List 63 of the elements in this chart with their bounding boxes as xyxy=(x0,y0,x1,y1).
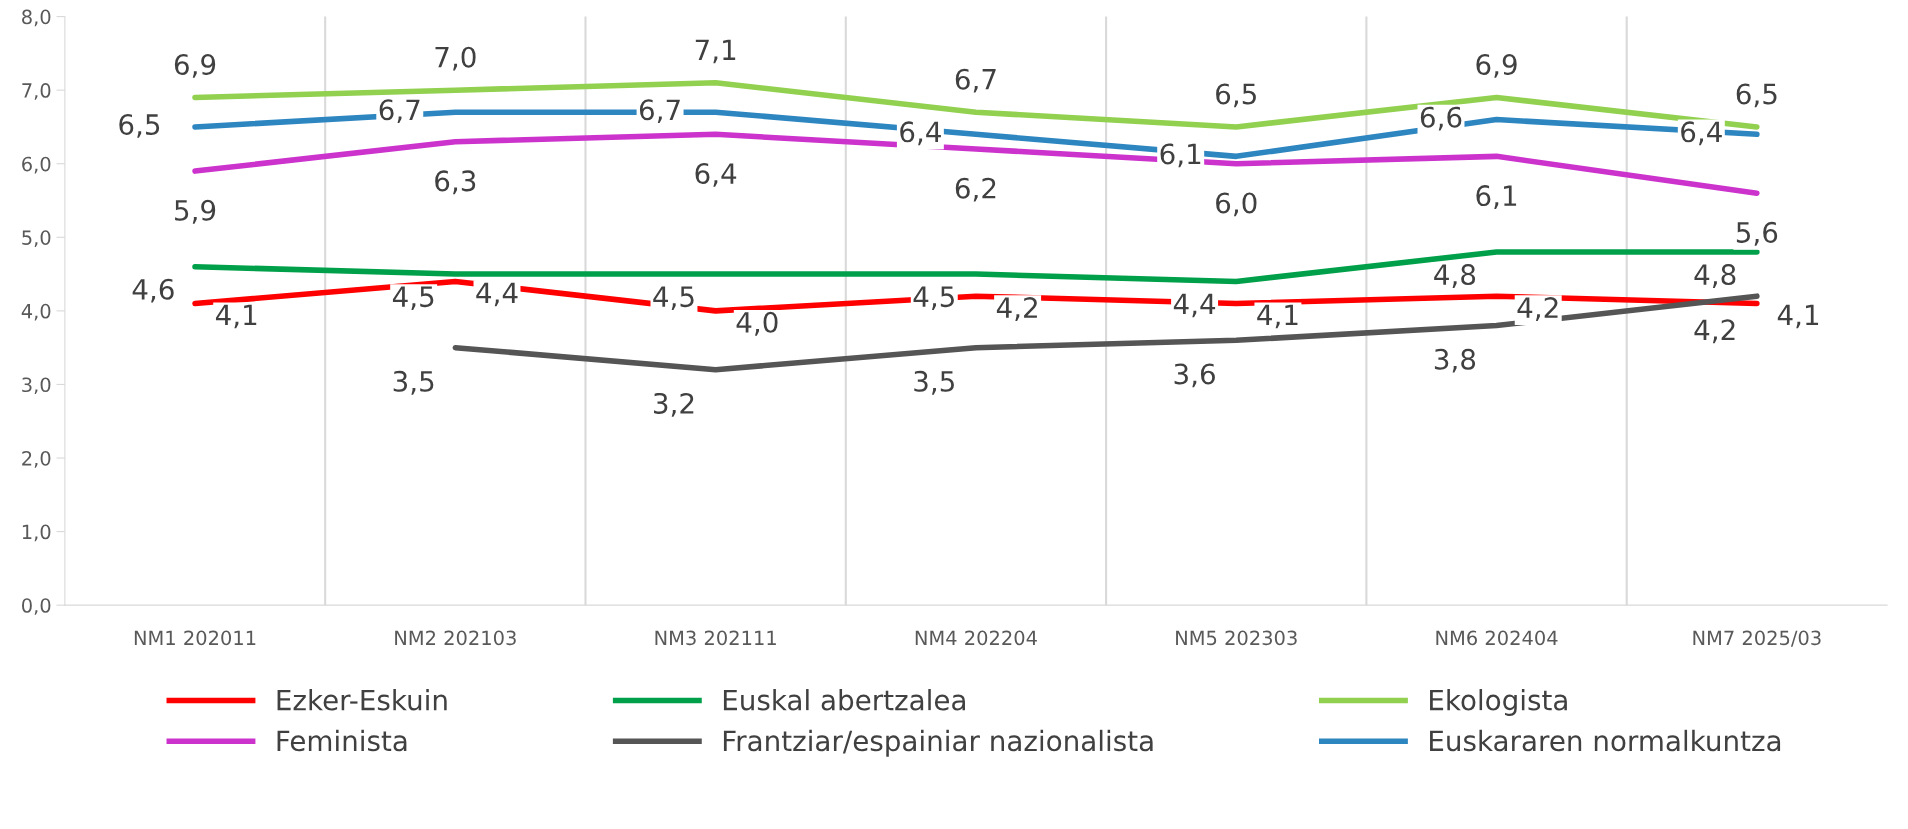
legend-label: Euskal abertzalea xyxy=(723,689,965,711)
data-label: 6,4 xyxy=(695,163,737,187)
data-label: 6,9 xyxy=(1476,54,1517,78)
data-label: 6,7 xyxy=(379,99,420,124)
legend-label: Frantziar/espainiar nazionalista xyxy=(723,729,1153,757)
data-label: 3,6 xyxy=(1174,363,1215,388)
data-label: 4,1 xyxy=(1777,304,1819,329)
data-label: 6,5 xyxy=(119,113,160,138)
data-label: 6,4 xyxy=(1681,121,1722,146)
y-tick-label: 4,0 xyxy=(21,303,51,321)
data-label: 4,4 xyxy=(1173,293,1216,318)
y-tick-label: 5,0 xyxy=(22,230,51,247)
x-tick-label: NM4 202204 xyxy=(915,630,1037,646)
x-tick-label: NM2 202103 xyxy=(395,630,516,646)
data-label: 6,9 xyxy=(174,54,216,78)
data-label: 6,3 xyxy=(435,170,476,195)
data-label: 6,5 xyxy=(1216,83,1256,108)
data-label: 3,2 xyxy=(654,392,694,417)
x-tick-label: NM7 2025/03 xyxy=(1693,630,1821,647)
x-tick-label: NM6 202404 xyxy=(1436,630,1558,646)
data-label: 3,5 xyxy=(914,370,954,395)
legend-label: Ekologista xyxy=(1430,689,1567,716)
data-label: 6,0 xyxy=(1216,192,1257,217)
legend-label: Feminista xyxy=(277,729,407,752)
legend-label: Ezker-Eskuin xyxy=(277,689,447,711)
x-tick-label: NM1 202011 xyxy=(134,630,256,646)
data-label: 6,1 xyxy=(1160,143,1201,168)
y-tick-label: 1,0 xyxy=(22,524,51,542)
data-label: 4,1 xyxy=(215,304,257,329)
y-tick-label: 7,0 xyxy=(22,83,51,100)
data-label: 4,5 xyxy=(913,286,954,310)
data-label: 4,5 xyxy=(653,286,694,310)
x-tick-label: NM5 202303 xyxy=(1176,630,1297,646)
data-label: 4,5 xyxy=(392,286,434,310)
data-label: 4,1 xyxy=(1257,304,1298,329)
data-label: 4,6 xyxy=(132,278,174,303)
y-tick-label: 8,0 xyxy=(22,9,51,27)
data-label: 6,6 xyxy=(1420,106,1462,131)
data-label: 3,8 xyxy=(1434,348,1476,373)
data-label: 6,2 xyxy=(955,177,996,202)
data-label: 6,4 xyxy=(900,121,941,146)
data-label: 5,9 xyxy=(175,199,216,224)
data-label: 4,2 xyxy=(996,297,1037,321)
y-tick-label: 6,0 xyxy=(22,156,51,174)
data-label: 5,6 xyxy=(1736,221,1778,246)
data-label: 6,5 xyxy=(1736,83,1777,108)
data-label: 6,7 xyxy=(955,68,996,93)
data-label: 4,0 xyxy=(736,311,778,336)
y-tick-label: 2,0 xyxy=(22,450,51,468)
x-tick-label: NM3 202111 xyxy=(655,630,776,646)
data-label: 4,2 xyxy=(1694,319,1735,344)
data-label: 4,4 xyxy=(476,282,518,307)
data-label: 4,8 xyxy=(1434,264,1476,288)
data-label: 7,1 xyxy=(695,39,736,64)
data-label: 6,1 xyxy=(1476,185,1517,209)
y-tick-label: 0,0 xyxy=(22,598,51,615)
data-label: 4,2 xyxy=(1517,297,1558,321)
data-label: 7,0 xyxy=(435,46,476,71)
y-tick-label: 3,0 xyxy=(22,377,51,395)
legend-label: Euskararen normalkuntza xyxy=(1430,729,1781,752)
data-label: 4,8 xyxy=(1694,264,1736,288)
data-label: 3,5 xyxy=(393,370,434,395)
data-label: 6,7 xyxy=(639,99,680,124)
